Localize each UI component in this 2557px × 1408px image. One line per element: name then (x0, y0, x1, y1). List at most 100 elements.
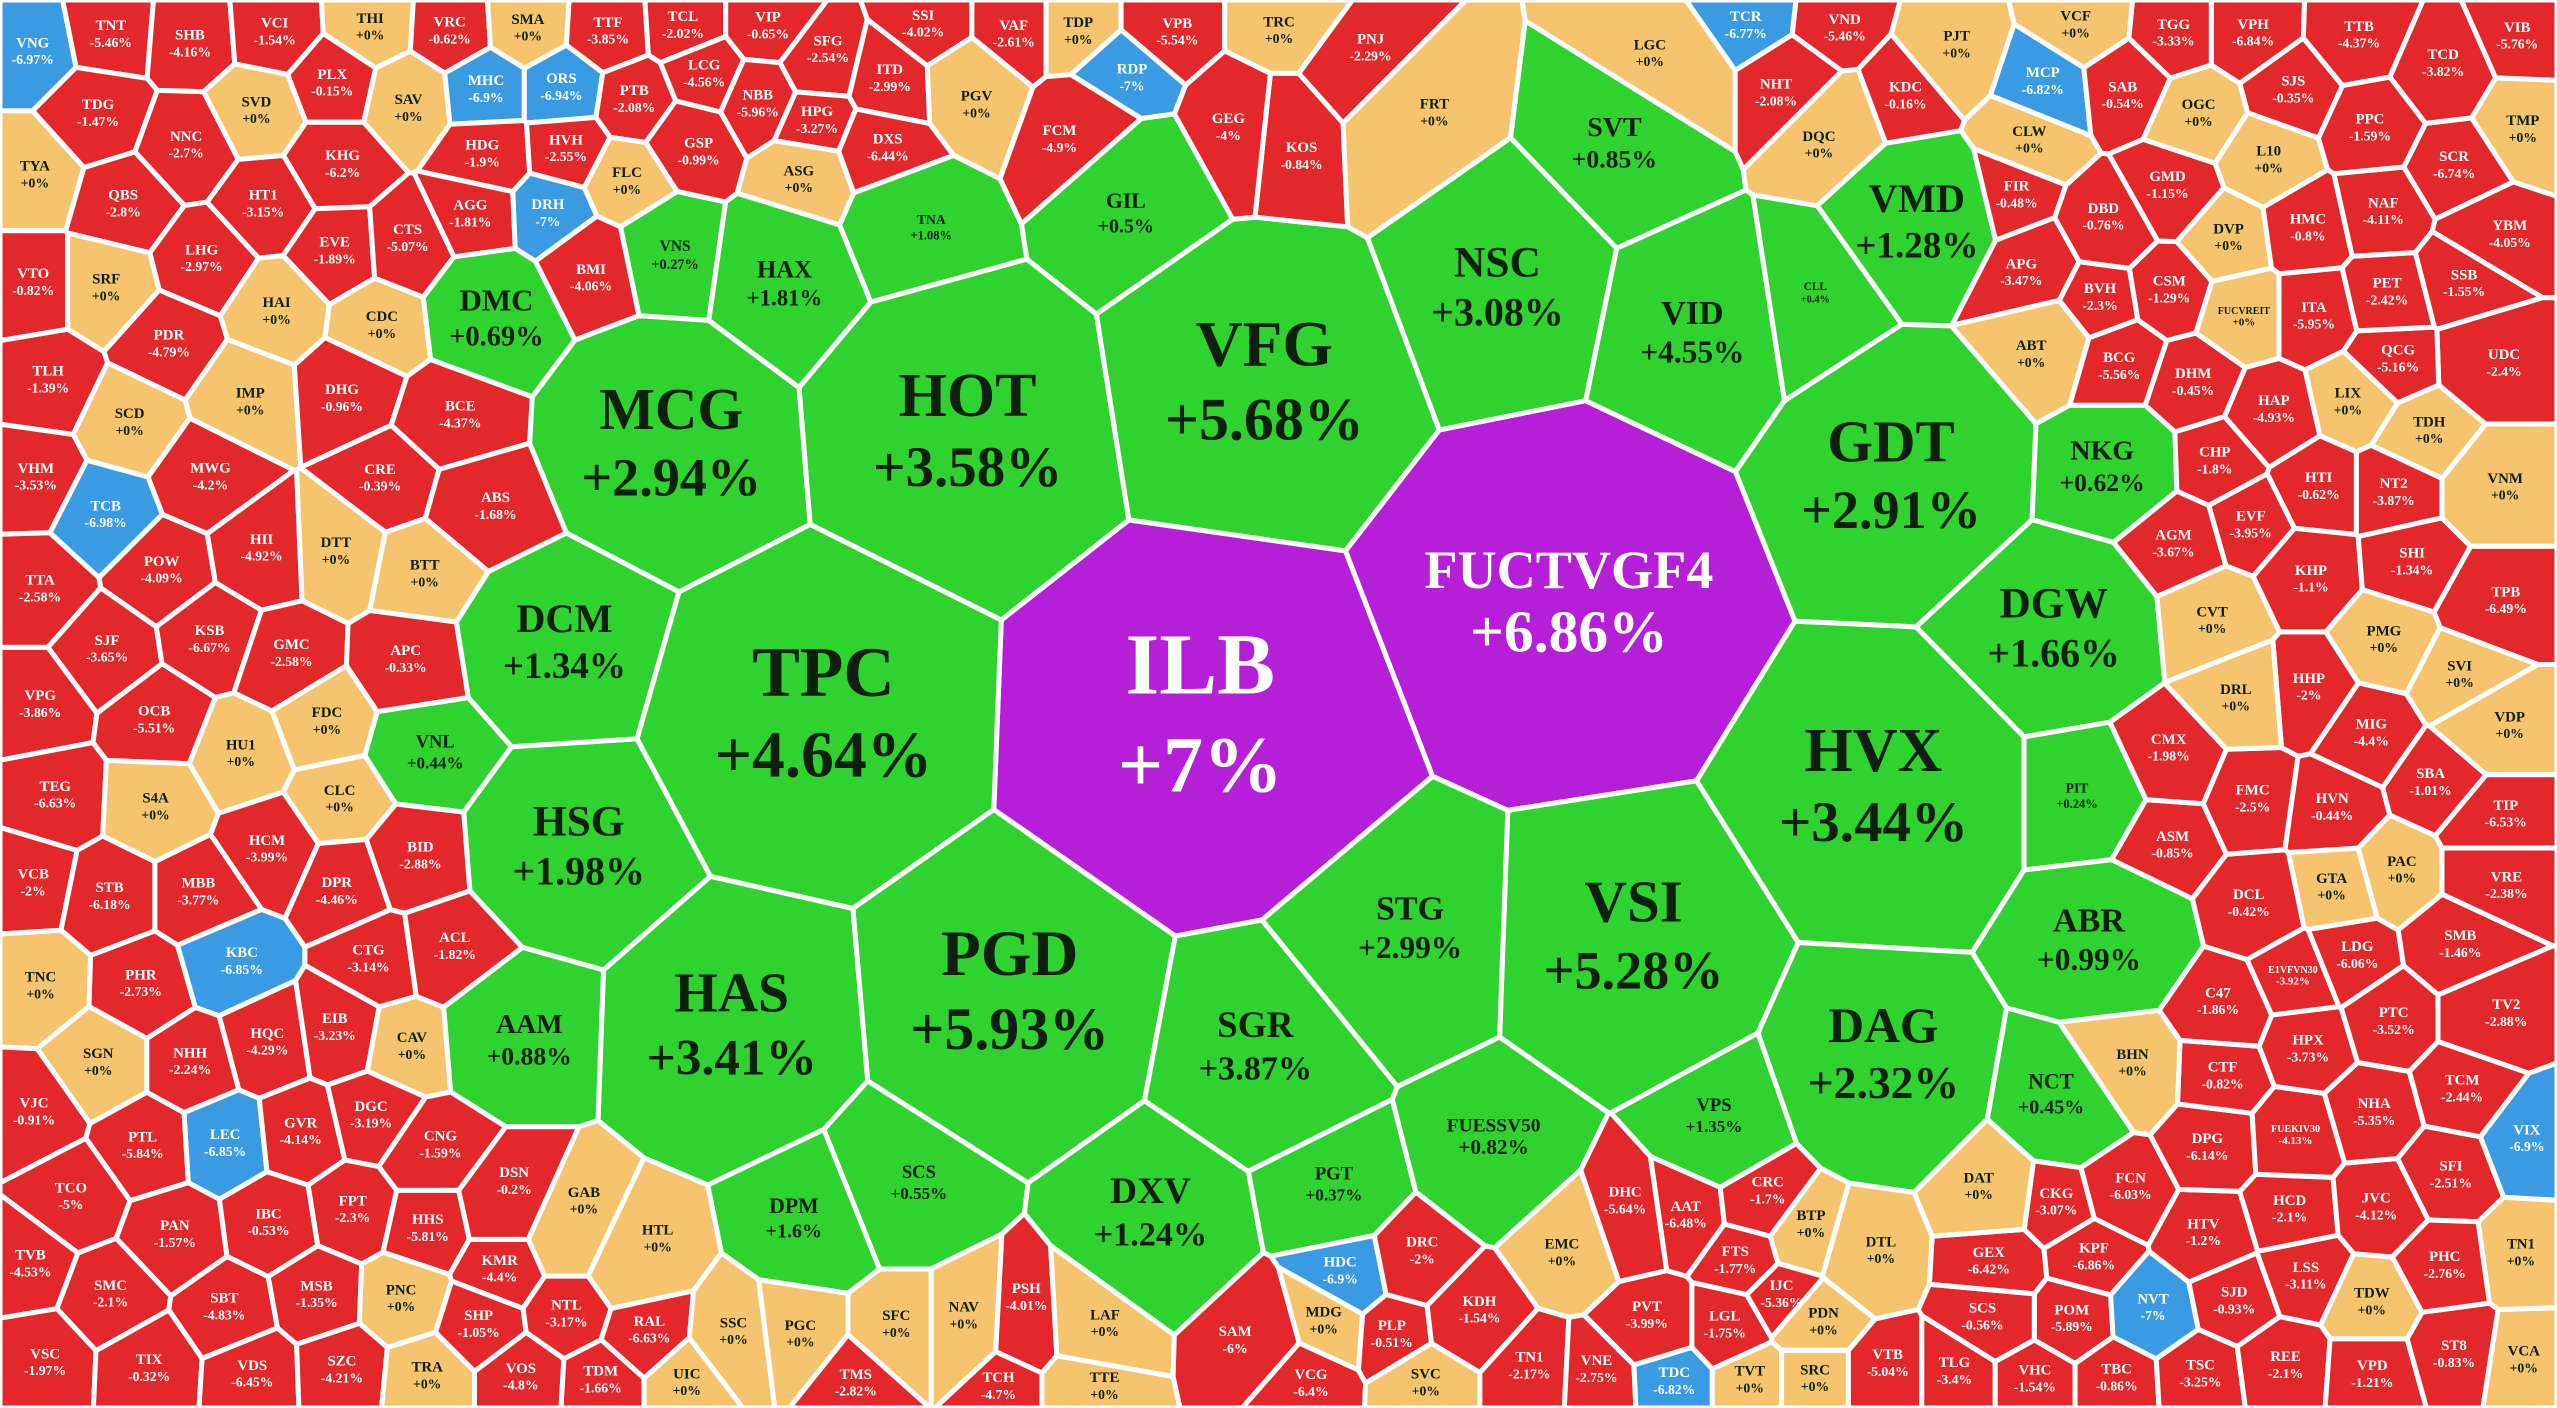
change: +1.35% (1686, 1117, 1743, 1136)
change: -4.14% (280, 1132, 322, 1147)
ticker: FUESSV50 (1447, 1115, 1541, 1136)
stock-cell[interactable] (1519, 0, 1738, 154)
stock-cell[interactable] (756, 1277, 851, 1408)
change: +0% (950, 1316, 978, 1331)
change: +0.55% (891, 1184, 948, 1203)
change: -0.82% (12, 283, 54, 298)
change: +0% (368, 326, 396, 341)
change: +0.27% (651, 257, 698, 273)
ticker: BTT (410, 558, 440, 574)
change: +0% (2446, 675, 2474, 690)
stock-cell[interactable] (2389, 1217, 2492, 1315)
change: -0.85% (2151, 846, 2193, 861)
change: -4.7% (981, 1387, 1016, 1402)
ticker: SSI (912, 8, 935, 24)
ticker: SJF (95, 633, 120, 649)
change: +0% (92, 288, 120, 303)
stock-cell[interactable] (1371, 1189, 1488, 1308)
change: -6.45% (231, 1375, 273, 1390)
change: +0% (514, 29, 542, 44)
change: -2.1% (2268, 1366, 2303, 1381)
ticker: DAT (1964, 1170, 1994, 1186)
stock-cell[interactable] (532, 213, 642, 343)
stock-cell[interactable] (456, 1124, 582, 1242)
ticker: VSC (30, 1346, 60, 1362)
stock-cell[interactable] (1171, 48, 1273, 222)
ticker: TLG (1939, 1355, 1971, 1371)
stock-cell[interactable] (1170, 1250, 1302, 1408)
stock-cell[interactable] (2286, 845, 2380, 932)
change: -2.44% (2441, 1089, 2483, 1104)
change: +0% (242, 111, 270, 126)
stock-cell[interactable] (2056, 1007, 2183, 1138)
stock-cell[interactable] (2387, 0, 2499, 126)
change: -0.82% (2202, 1077, 2244, 1092)
change: -6.9% (2509, 1139, 2544, 1154)
ticker: PAN (160, 1218, 190, 1234)
ticker: YBM (2492, 218, 2527, 234)
ticker: L10 (2256, 144, 2281, 160)
ticker: GIL (1106, 189, 1146, 213)
stock-cell[interactable] (1578, 1110, 1670, 1285)
stock-cell[interactable] (643, 98, 750, 205)
stock-cell[interactable] (2081, 35, 2173, 157)
ticker: MCP (2026, 65, 2060, 81)
change: -5.89% (2051, 1319, 2093, 1334)
stock-cell[interactable] (1855, 31, 1967, 146)
ticker: PLP (1378, 1318, 1406, 1334)
ticker: BCE (445, 399, 476, 415)
ticker: EIB (322, 1011, 348, 1027)
ticker: TDH (2413, 414, 2446, 430)
ticker: BMI (576, 262, 606, 278)
change: -3.86% (19, 705, 61, 720)
stock-cell[interactable] (1268, 1233, 1389, 1317)
change: -1.77% (1714, 1261, 1756, 1276)
ticker: DRL (2220, 682, 2252, 698)
ticker: SBA (2416, 766, 2445, 782)
stock-cell[interactable] (367, 515, 491, 625)
ticker: LCG (688, 58, 721, 74)
stock-cell[interactable] (1259, 773, 1511, 1090)
change: -3.87% (2373, 493, 2415, 508)
ticker: SFG (813, 33, 842, 49)
ticker: NNC (170, 129, 202, 145)
ticker: FUEKIV30 (2271, 1124, 2320, 1135)
stock-cell[interactable] (1296, 0, 1469, 126)
ticker: HCD (2273, 1193, 2306, 1209)
ticker: LDG (2341, 939, 2374, 955)
change: -6.4% (1293, 1384, 1328, 1399)
change: -2.88% (2485, 1014, 2527, 1029)
ticker: GVR (284, 1115, 317, 1131)
ticker: HTI (2305, 470, 2333, 486)
stock-cell[interactable] (734, 138, 857, 228)
ticker: PTC (2379, 1005, 2409, 1021)
change: +0% (1805, 146, 1833, 161)
ticker: TN1 (1515, 1350, 1543, 1366)
ticker: SVD (242, 94, 272, 110)
change: -3.25% (2179, 1375, 2221, 1390)
change: +0% (2358, 1302, 2386, 1317)
stock-cell[interactable] (1744, 1260, 1826, 1341)
stock-cell[interactable] (1911, 1116, 2036, 1239)
change: +4.64% (715, 720, 933, 792)
stock-cell[interactable] (1948, 297, 2092, 427)
change: -5.81% (407, 1229, 449, 1244)
ticker: NAV (949, 1300, 980, 1316)
stock-cell[interactable] (1789, 0, 1903, 74)
change: -4.12% (2355, 1207, 2397, 1222)
ticker: POM (2054, 1302, 2089, 1318)
change: -2.5% (2235, 799, 2270, 814)
change: +0% (2507, 1254, 2535, 1269)
stock-cell[interactable] (836, 106, 957, 196)
ticker: GTA (2316, 871, 2347, 887)
stock-cell[interactable] (1717, 1141, 1824, 1239)
ticker: GSP (684, 136, 713, 152)
change: +0% (673, 1383, 701, 1398)
ticker: VTB (1872, 1347, 1903, 1363)
change: -4.01% (1005, 1298, 1047, 1313)
ticker: FIR (2004, 179, 2030, 195)
change: +0% (2370, 640, 2398, 655)
change: -1.86% (2197, 1002, 2239, 1017)
change: -6.77% (1725, 26, 1767, 41)
